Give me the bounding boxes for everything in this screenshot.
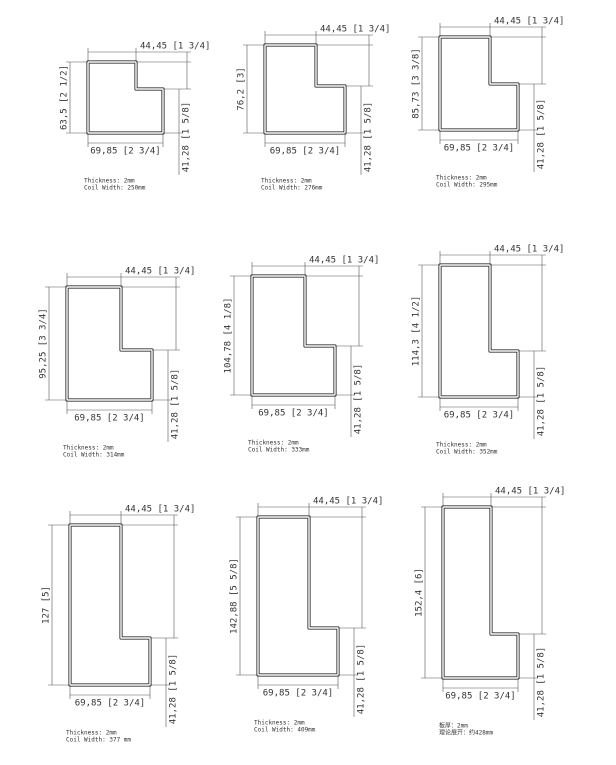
coil-note: 理论展开：约428mm xyxy=(439,729,493,737)
right-dimension: 41,28 [1 5/8] xyxy=(537,99,547,169)
right-dimension: 41,28 [1 5/8] xyxy=(171,369,181,439)
right-dimension: 41,28 [1 5/8] xyxy=(537,366,547,436)
right-dimension: 41,28 [1 5/8] xyxy=(182,102,192,172)
profile-inner xyxy=(442,506,519,679)
top-dimension: 44,45 [1 3/4] xyxy=(125,267,195,277)
profile-inner xyxy=(257,516,339,676)
coil-note: Coil Width: 333mm xyxy=(248,447,310,454)
bottom-dimension: 69,85 [2 3/4] xyxy=(444,411,514,421)
bottom-dimension: 69,85 [2 3/4] xyxy=(258,409,328,419)
height-dimension: 95,25 [3 3/4] xyxy=(39,308,49,378)
top-dimension: 44,45 [1 3/4] xyxy=(494,17,564,27)
height-dimension: 63,5 [2 1/2] xyxy=(60,65,70,130)
bottom-dimension: 69,85 [2 3/4] xyxy=(444,144,514,154)
thickness-note: Thickness: 2mm xyxy=(436,175,487,182)
top-dimension: 44,45 [1 3/4] xyxy=(494,245,564,255)
coil-note: Coil Width: 250mm xyxy=(84,185,146,192)
top-dimension: 44,45 [1 3/4] xyxy=(313,497,383,507)
bottom-dimension: 69,85 [2 3/4] xyxy=(263,689,333,699)
profile-outline xyxy=(441,505,520,680)
profile-outline xyxy=(263,43,347,135)
profile-outline xyxy=(256,515,340,677)
right-dimension: 41,28 [1 5/8] xyxy=(537,647,547,717)
height-dimension: 85,73 [3 3/8] xyxy=(412,48,422,118)
height-dimension: 76,2 [3] xyxy=(237,67,247,110)
height-dimension: 152,4 [6] xyxy=(415,568,425,617)
height-dimension: 114,3 [4 1/2] xyxy=(412,296,422,366)
profile-outline xyxy=(250,274,337,397)
thickness-note: Thickness: 2mm xyxy=(248,440,299,447)
coil-note: Coil Width: 314mm xyxy=(63,452,125,459)
top-dimension: 44,45 [1 3/4] xyxy=(140,42,210,52)
profile-outline xyxy=(438,263,520,399)
coil-note: Coil Width: 409mm xyxy=(254,727,316,734)
thickness-note: Thickness: 2mm xyxy=(84,178,135,185)
right-dimension: 41,28 [1 5/8] xyxy=(364,102,374,172)
profile-inner xyxy=(439,36,519,131)
profile-inner xyxy=(66,286,153,401)
thickness-note: Thickness: 2mm xyxy=(63,445,114,452)
right-dimension: 41,28 [1 5/8] xyxy=(169,654,179,724)
thickness-note: Thickness: 2mm xyxy=(254,720,305,727)
bottom-dimension: 69,85 [2 3/4] xyxy=(75,699,145,709)
top-dimension: 44,45 [1 3/4] xyxy=(495,487,565,497)
profile-outline xyxy=(86,60,165,135)
top-dimension: 44,45 [1 3/4] xyxy=(125,505,195,515)
profile-inner xyxy=(87,61,164,134)
right-dimension: 41,28 [1 5/8] xyxy=(357,644,367,714)
profile-inner xyxy=(69,524,151,686)
profile-outline xyxy=(65,285,154,402)
thickness-note: 板厚：2mm xyxy=(439,722,468,730)
profile-outline xyxy=(68,523,152,687)
height-dimension: 104,78 [4 1/8] xyxy=(224,298,234,374)
top-dimension: 44,45 [1 3/4] xyxy=(309,256,379,266)
bottom-dimension: 69,85 [2 3/4] xyxy=(445,692,515,702)
coil-note: Coil Width: 295mm xyxy=(436,182,498,189)
profile-inner xyxy=(251,275,336,396)
right-dimension: 41,28 [1 5/8] xyxy=(354,364,364,434)
top-dimension: 44,45 [1 3/4] xyxy=(320,25,390,35)
profile-inner xyxy=(439,264,519,398)
bottom-dimension: 69,85 [2 3/4] xyxy=(74,414,144,424)
thickness-note: Thickness: 2mm xyxy=(436,442,487,449)
thickness-note: Thickness: 2mm xyxy=(66,730,117,737)
bottom-dimension: 69,85 [2 3/4] xyxy=(90,147,160,157)
height-dimension: 142,88 [5 5/8] xyxy=(230,558,240,634)
coil-note: Coil Width: 377 mm xyxy=(66,737,131,744)
bottom-dimension: 69,85 [2 3/4] xyxy=(270,147,340,157)
coil-note: Coil Width: 352mm xyxy=(436,449,498,456)
coil-note: Coil Width: 276mm xyxy=(261,185,323,192)
thickness-note: Thickness: 2mm xyxy=(261,178,312,185)
height-dimension: 127 [5] xyxy=(42,586,52,624)
profile-inner xyxy=(264,44,346,134)
